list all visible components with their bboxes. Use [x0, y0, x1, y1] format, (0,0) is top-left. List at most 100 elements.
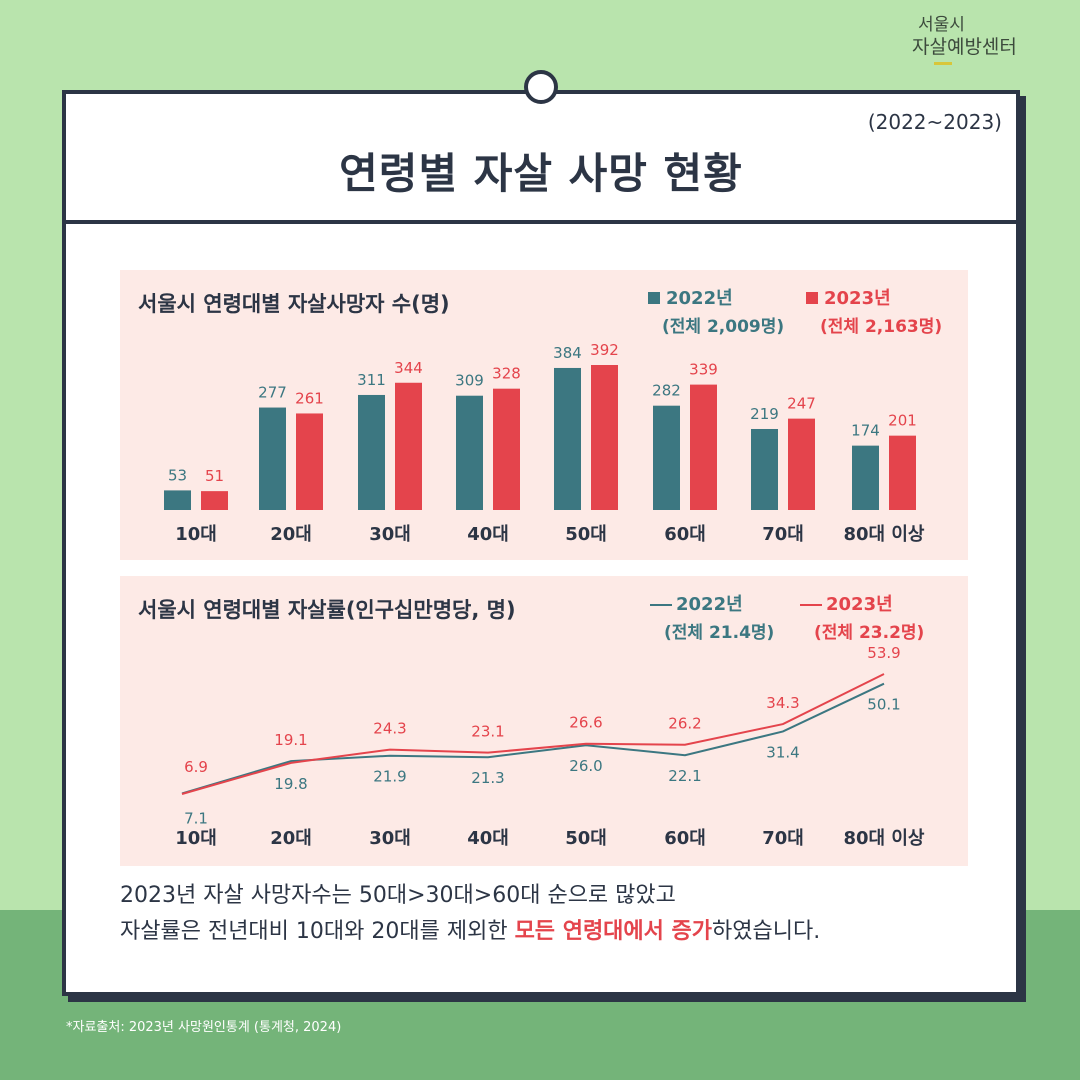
bar-chart-panel: 53 51 10대 277 261 20대 311 344 30대 309 328 40대 384 392…: [120, 270, 968, 560]
bar-2022: [751, 428, 778, 510]
bar-value-label: 53: [168, 466, 187, 484]
point-label-2022: 50.1: [867, 696, 900, 714]
line-legend-swatch-2023: [800, 604, 822, 606]
bar-2023: [591, 365, 618, 510]
line-legend-swatch-2022: [650, 604, 672, 606]
line-legend-label-2022: 2022년: [676, 594, 743, 615]
bar-2022: [164, 490, 191, 510]
bar-2023: [201, 491, 228, 510]
bar-chart-title: 서울시 연령대별 자살사망자 수(명): [138, 292, 450, 316]
legend-swatch-2023: [806, 292, 818, 304]
summary-text: 2023년 자살 사망자수는 50대>30대>60대 순으로 많았고 자살률은 …: [120, 878, 980, 950]
bar-value-label: 247: [787, 395, 816, 413]
page-title: 연령별 자살 사망 현황: [339, 149, 743, 198]
bar-value-label: 277: [258, 384, 287, 402]
bar-2022: [456, 395, 483, 510]
x-tick-label: 10대: [175, 828, 217, 849]
summary-line2-pre: 자살률은 전년대비 10대와 20대를 제외한: [120, 919, 515, 944]
point-label-2023: 26.6: [569, 714, 602, 732]
line-legend-2023: 2023년 (전체 23.2명): [800, 590, 924, 643]
org-logo: 서울시 자살예방센터: [912, 14, 1062, 65]
point-label-2022: 7.1: [184, 809, 208, 827]
bar-2023: [395, 382, 422, 510]
point-label-2022: 26.0: [569, 757, 602, 775]
x-tick-label: 60대: [664, 828, 706, 849]
line-legend-2022: 2022년 (전체 21.4명): [650, 590, 774, 643]
infographic-card: (2022~2023) 연령별 자살 사망 현황 53 51 10대 277 261 20…: [62, 90, 1020, 996]
bar-2023: [690, 384, 717, 510]
bar-2022: [259, 407, 286, 510]
x-tick-label: 70대: [762, 828, 804, 849]
point-label-2022: 21.9: [373, 768, 406, 786]
logo-accent: [934, 62, 952, 65]
period-label: (2022~2023): [867, 110, 1002, 134]
card-header: (2022~2023) 연령별 자살 사망 현황: [66, 94, 1016, 224]
line-chart-title: 서울시 연령대별 자살률(인구십만명당, 명): [138, 598, 516, 622]
source-note: *자료출처: 2023년 사망원인통계 (통계청, 2024): [66, 1020, 342, 1035]
bar-value-label: 339: [689, 361, 718, 379]
x-tick-label: 50대: [565, 828, 607, 849]
bar-2022: [358, 394, 385, 510]
legend-label-2023: 2023년: [824, 288, 891, 309]
point-label-2023: 34.3: [766, 694, 799, 712]
x-tick-label: 30대: [369, 828, 411, 849]
x-tick-label: 20대: [270, 828, 312, 849]
logo-line2: 자살예방센터: [912, 36, 1017, 58]
bar-chart: 53 51 10대 277 261 20대 311 344 30대 309 328 40대 384 392…: [164, 341, 925, 545]
bar-value-label: 201: [888, 412, 917, 430]
summary-line2: 자살률은 전년대비 10대와 20대를 제외한 모든 연령대에서 증가하였습니다…: [120, 914, 980, 950]
logo-line1: 서울시: [918, 15, 965, 35]
bar-2023: [493, 388, 520, 510]
bar-value-label: 261: [295, 389, 324, 407]
bar-value-label: 309: [455, 372, 484, 390]
point-label-2023: 24.3: [373, 720, 406, 738]
bar-2023: [788, 418, 815, 510]
x-tick-label: 80대 이상: [844, 524, 925, 545]
bar-2022: [554, 367, 581, 510]
legend-label-2022: 2022년: [666, 288, 733, 309]
point-label-2023: 23.1: [471, 723, 504, 741]
bar-value-label: 392: [590, 341, 619, 359]
bar-2022: [852, 445, 879, 510]
bar-value-label: 174: [851, 422, 880, 440]
bar-2023: [889, 435, 916, 510]
line-legend-total-2022: (전체 21.4명): [664, 623, 775, 643]
point-label-2022: 19.8: [274, 775, 307, 793]
bar-2022: [653, 405, 680, 510]
bar-value-label: 219: [750, 405, 779, 423]
point-label-2023: 53.9: [867, 644, 900, 662]
legend-swatch-2022: [648, 292, 660, 304]
bar-2023: [296, 413, 323, 510]
bar-value-label: 282: [652, 382, 681, 400]
x-tick-label: 60대: [664, 524, 706, 545]
bar-value-label: 344: [394, 359, 423, 377]
bar-value-label: 311: [357, 371, 386, 389]
x-tick-label: 20대: [270, 524, 312, 545]
summary-line1: 2023년 자살 사망자수는 50대>30대>60대 순으로 많았고: [120, 883, 676, 908]
x-tick-label: 40대: [467, 524, 509, 545]
legend-total-2023: (전체 2,163명): [820, 317, 943, 337]
summary-line2-post: 하였습니다.: [712, 919, 821, 944]
bar-value-label: 328: [492, 365, 521, 383]
bar-value-label: 384: [553, 344, 582, 362]
legend-2022: 2022년 (전체 2,009명): [648, 284, 784, 337]
x-tick-label: 10대: [175, 524, 217, 545]
pin-icon: [524, 70, 558, 104]
line-chart-panel: 6.9 7.1 10대 19.1 19.8 20대 24.3 21.9 30대 23.1 21.3 4…: [120, 576, 968, 866]
series-line-2023: [181, 673, 885, 795]
legend-total-2022: (전체 2,009명): [662, 317, 785, 337]
point-label-2023: 6.9: [184, 758, 208, 776]
point-label-2022: 31.4: [766, 743, 799, 761]
x-tick-label: 80대 이상: [844, 828, 925, 849]
line-legend-label-2023: 2023년: [826, 594, 893, 615]
legend-2023: 2023년 (전체 2,163명): [806, 284, 942, 337]
point-label-2023: 26.2: [668, 715, 701, 733]
x-tick-label: 40대: [467, 828, 509, 849]
point-label-2022: 22.1: [668, 767, 701, 785]
summary-highlight: 모든 연령대에서 증가: [514, 919, 713, 944]
x-tick-label: 70대: [762, 524, 804, 545]
bar-value-label: 51: [205, 467, 224, 485]
point-label-2023: 19.1: [274, 731, 307, 749]
x-tick-label: 30대: [369, 524, 411, 545]
